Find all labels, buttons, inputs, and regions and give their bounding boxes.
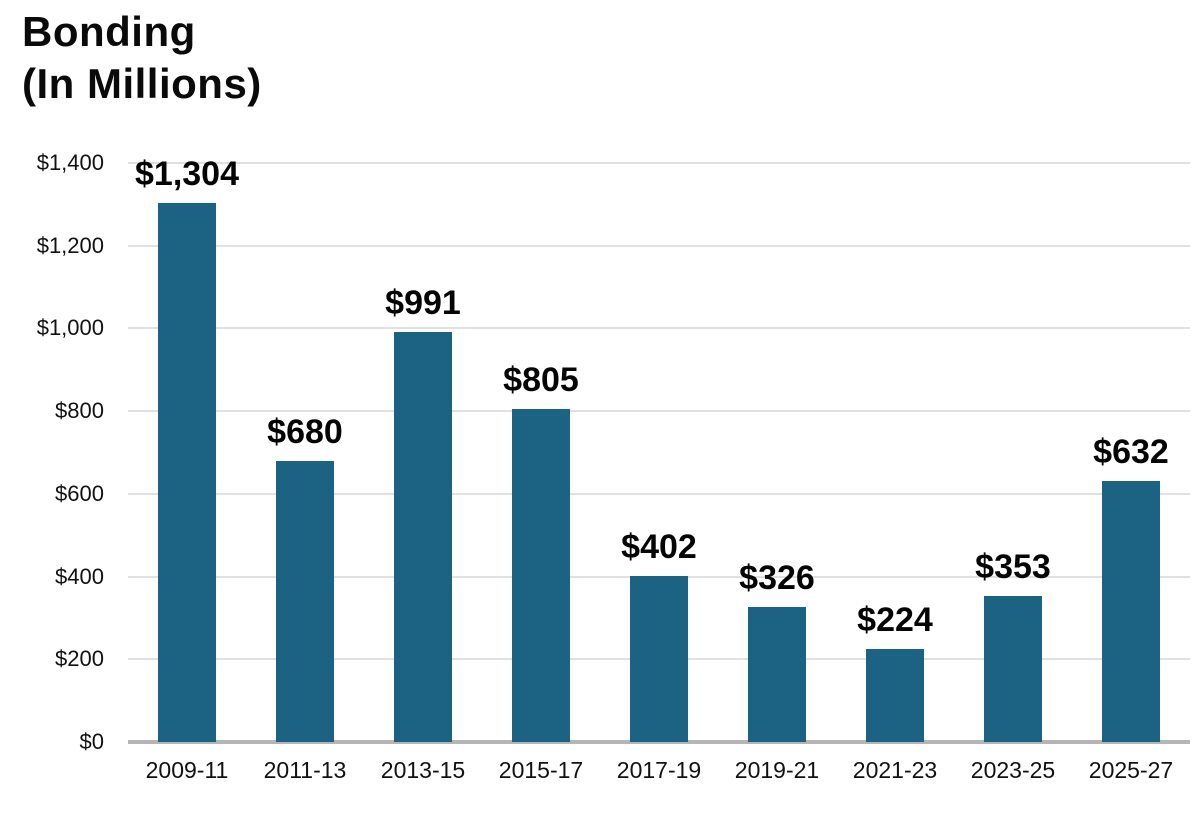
bar <box>158 202 216 742</box>
bar-value-label: $326 <box>739 559 815 598</box>
y-axis-tick-label: $0 <box>79 729 104 754</box>
bar <box>394 332 452 742</box>
x-axis-tick-label: 2013-15 <box>380 757 466 783</box>
bar <box>748 607 806 742</box>
gridline <box>128 244 1190 247</box>
bar-value-label: $402 <box>621 527 697 566</box>
bar <box>630 575 688 742</box>
bar-value-label: $680 <box>267 412 343 451</box>
x-axis-line <box>128 740 1190 744</box>
y-axis-tick-label: $200 <box>55 646 104 672</box>
chart-title-line-1: Bonding <box>22 8 196 55</box>
y-axis-tick-label: $400 <box>55 563 104 589</box>
bar-value-label: $1,304 <box>135 154 239 193</box>
gridline <box>128 410 1190 413</box>
bar <box>512 409 570 742</box>
bar <box>984 596 1042 742</box>
bar-value-label: $632 <box>1093 432 1169 471</box>
bar-value-label: $805 <box>503 361 579 400</box>
gridline <box>128 327 1190 330</box>
x-axis-tick-label: 2011-13 <box>263 757 347 783</box>
bar <box>276 460 334 742</box>
gridline <box>128 492 1190 495</box>
x-axis-tick-label: 2019-21 <box>734 757 820 783</box>
y-axis-tick-label: $600 <box>55 480 104 506</box>
bar <box>1102 480 1160 742</box>
y-axis-tick-label: $1,400 <box>36 150 104 175</box>
chart-title: Bonding (In Millions) <box>22 6 262 110</box>
x-axis-tick-label: 2021-23 <box>852 757 938 783</box>
x-axis-tick-label: 2009-11 <box>145 757 229 783</box>
x-axis-tick-label: 2023-25 <box>970 757 1056 783</box>
y-axis-tick-label: $800 <box>55 398 104 424</box>
x-axis-tick-label: 2017-19 <box>616 757 702 783</box>
bar-value-label: $224 <box>857 601 933 640</box>
bar <box>866 649 924 742</box>
bar-value-label: $991 <box>385 284 461 323</box>
x-axis-tick-label: 2025-27 <box>1088 757 1174 783</box>
bar-value-label: $353 <box>975 548 1051 586</box>
chart-title-line-2: (In Millions) <box>22 60 262 107</box>
x-axis-tick-label: 2015-17 <box>498 757 584 783</box>
y-axis-tick-label: $1,000 <box>36 315 104 341</box>
gridline <box>128 162 1190 164</box>
y-axis-tick-label: $1,200 <box>36 232 104 258</box>
